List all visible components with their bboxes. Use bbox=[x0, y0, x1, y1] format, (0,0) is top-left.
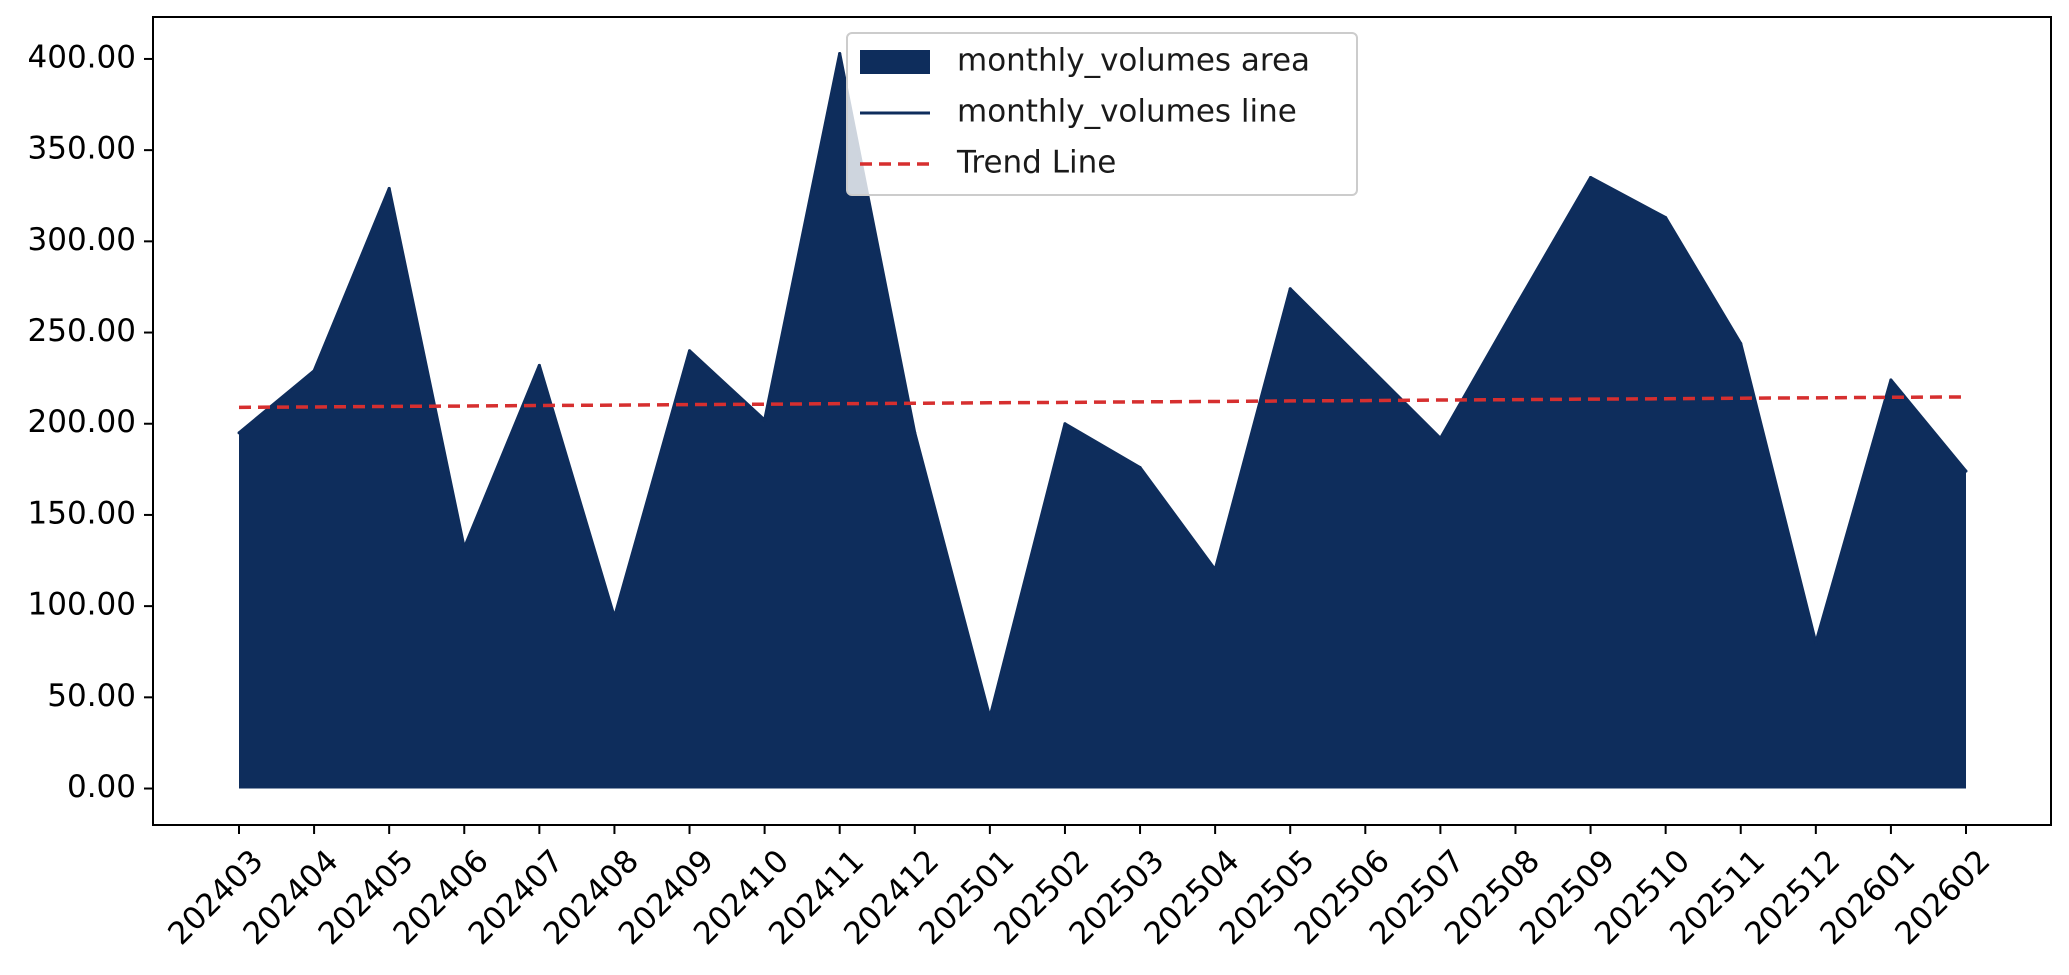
data-point bbox=[1814, 641, 1818, 645]
data-point bbox=[1288, 287, 1292, 291]
legend-label: monthly_volumes line bbox=[957, 94, 1297, 130]
legend-label: Trend Line bbox=[956, 145, 1116, 181]
data-point bbox=[1739, 341, 1743, 345]
trend-line bbox=[238, 395, 1967, 410]
data-point bbox=[1964, 469, 1968, 473]
line-monthly-volumes bbox=[238, 51, 1968, 719]
area-fill-monthly-volumes bbox=[239, 53, 1966, 789]
data-point bbox=[988, 715, 992, 719]
axes-frame bbox=[152, 16, 2052, 826]
data-point bbox=[838, 51, 842, 55]
data-point bbox=[312, 369, 316, 373]
data-point bbox=[1664, 216, 1668, 220]
y-tick-label: 250.00 bbox=[28, 313, 136, 349]
y-tick-label: 150.00 bbox=[28, 495, 136, 531]
data-point bbox=[237, 431, 241, 435]
data-point bbox=[612, 615, 616, 619]
data-point bbox=[462, 546, 466, 550]
data-point bbox=[1063, 422, 1067, 426]
data-point bbox=[1138, 466, 1142, 470]
y-tick-label: 400.00 bbox=[28, 39, 136, 75]
legend: monthly_volumes area monthly_volumes line… bbox=[846, 32, 1358, 196]
legend-label: monthly_volumes area bbox=[957, 43, 1310, 79]
legend-box bbox=[846, 32, 1358, 196]
data-point bbox=[1438, 436, 1442, 440]
y-tick-label: 100.00 bbox=[28, 587, 136, 623]
data-point bbox=[1589, 176, 1593, 180]
legend-swatch-area bbox=[860, 50, 930, 74]
data-point bbox=[1213, 568, 1217, 572]
data-point bbox=[1363, 362, 1367, 366]
data-point bbox=[537, 363, 541, 367]
y-tick-label: 0.00 bbox=[67, 769, 136, 805]
data-point bbox=[1513, 305, 1517, 309]
data-point bbox=[387, 186, 391, 190]
data-point bbox=[1889, 378, 1893, 382]
plot-area bbox=[237, 51, 1968, 789]
y-tick-label: 350.00 bbox=[28, 131, 136, 167]
y-tick-label: 300.00 bbox=[28, 222, 136, 258]
data-point bbox=[688, 349, 692, 353]
data-point bbox=[913, 431, 917, 435]
y-tick-label: 200.00 bbox=[28, 404, 136, 440]
data-point bbox=[763, 418, 767, 422]
y-tick-label: 50.00 bbox=[47, 678, 136, 714]
